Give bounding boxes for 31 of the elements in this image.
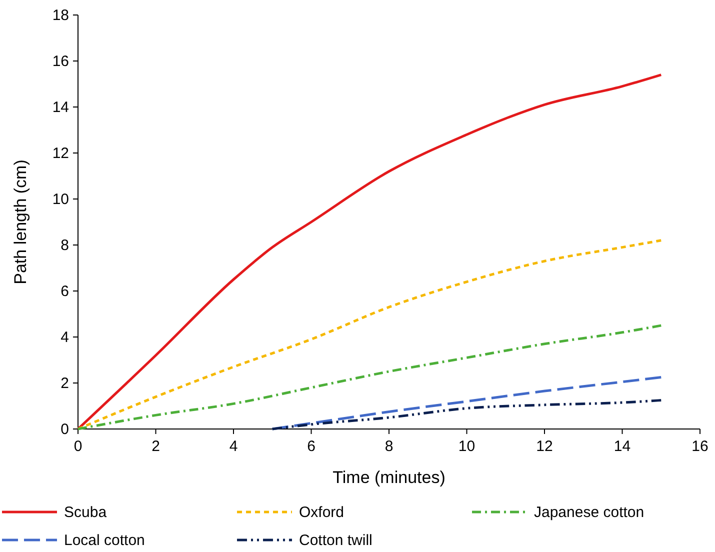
line-series <box>76 324 662 430</box>
x-tick-label: 8 <box>384 438 394 455</box>
y-tick-label: 18 <box>52 7 69 24</box>
y-tick-label: 14 <box>52 99 69 116</box>
x-tick-label: 2 <box>152 438 160 455</box>
legend-label: Local cotton <box>64 532 145 549</box>
x-tick-label: 4 <box>229 438 238 455</box>
legend-label: Japanese cotton <box>534 504 644 521</box>
y-tick-label: 2 <box>60 375 69 392</box>
x-tick-label: 6 <box>307 438 316 455</box>
x-tick-label: 0 <box>74 438 82 455</box>
y-tick-label: 8 <box>60 237 69 254</box>
line-series <box>271 399 662 430</box>
y-tick-label: 12 <box>52 145 69 162</box>
y-axis-title: Path length (cm) <box>11 160 30 284</box>
line-series <box>76 239 662 430</box>
y-tick-label: 0 <box>60 421 69 438</box>
line-series <box>271 376 662 430</box>
y-tick-label: 16 <box>52 53 69 70</box>
x-tick-label: 10 <box>458 438 476 455</box>
x-tick-label: 12 <box>536 438 553 455</box>
legend-label: Cotton twill <box>299 532 372 549</box>
y-tick-label: 4 <box>60 329 69 346</box>
legend-label: Scuba <box>64 504 108 521</box>
x-tick-label: 16 <box>692 438 708 455</box>
y-tick-label: 6 <box>60 283 69 300</box>
x-tick-label: 14 <box>614 438 631 455</box>
x-axis-title: Time (minutes) <box>332 468 446 487</box>
legend-label: Oxford <box>299 504 344 521</box>
line-series <box>76 74 662 430</box>
y-tick-label: 10 <box>52 191 69 208</box>
